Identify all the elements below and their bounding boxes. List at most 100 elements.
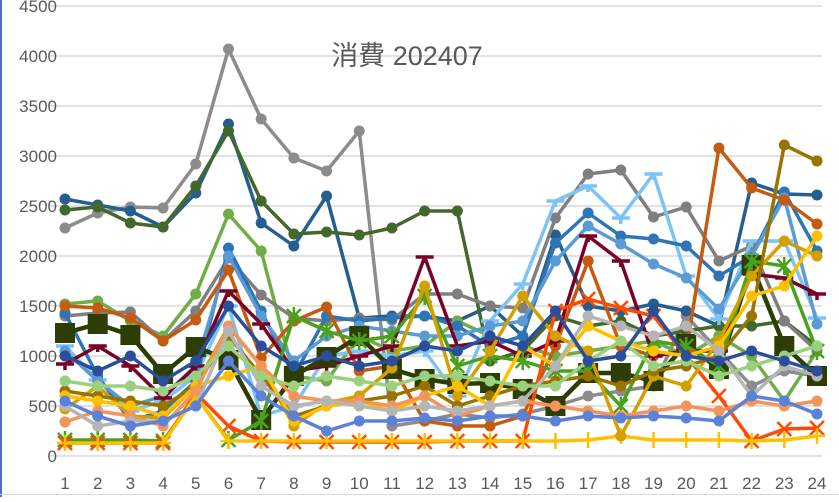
x-tick-label: 23 — [775, 474, 794, 493]
data-point-marker — [59, 416, 71, 428]
data-point-marker — [353, 360, 365, 372]
data-point-marker — [386, 312, 398, 324]
data-point-marker — [255, 289, 267, 301]
x-tick-label: 6 — [224, 474, 233, 493]
data-point-marker — [778, 235, 790, 247]
data-point-marker — [582, 410, 594, 422]
y-axis: 0 500 1000 1500 2000 2500 3000 3500 4000 4500 — [19, 0, 57, 466]
data-point-marker — [59, 204, 71, 216]
data-point-marker — [746, 320, 758, 332]
data-point-marker — [222, 325, 234, 337]
x-tick-label: 24 — [808, 474, 827, 493]
data-point-marker — [386, 390, 398, 402]
data-point-marker — [549, 255, 561, 267]
data-point-marker — [648, 345, 660, 357]
data-point-marker — [283, 366, 304, 386]
x-tick-label: 15 — [513, 474, 532, 493]
data-point-marker — [680, 400, 692, 412]
data-point-marker — [285, 307, 302, 325]
data-point-marker — [517, 315, 529, 327]
data-point-marker — [190, 400, 202, 412]
data-point-marker — [743, 252, 760, 270]
y-tick-label: 4000 — [19, 47, 57, 66]
data-point-marker — [87, 314, 108, 334]
data-point-marker — [582, 168, 594, 180]
y-tick-label: 2000 — [19, 247, 57, 266]
x-axis: 1 2 3 4 5 6 7 8 9 10 11 12 13 14 15 16 17 18 19 20 21 22 23 24 — [60, 474, 826, 493]
data-point-marker — [92, 201, 104, 213]
data-point-marker — [419, 330, 431, 342]
y-tick-label: 2500 — [19, 197, 57, 216]
data-point-marker — [680, 201, 692, 213]
data-point-marker — [288, 360, 300, 372]
data-point-marker — [648, 360, 660, 372]
data-point-marker — [484, 420, 496, 432]
data-point-marker — [419, 390, 431, 402]
data-point-marker — [157, 202, 169, 214]
data-point-marker — [318, 322, 335, 340]
data-point-marker — [482, 433, 499, 449]
x-tick-label: 9 — [322, 474, 331, 493]
data-point-marker — [778, 194, 790, 206]
data-point-marker — [190, 370, 202, 382]
data-point-marker — [648, 330, 660, 342]
data-point-marker — [746, 270, 758, 282]
x-tick-label: 3 — [126, 474, 135, 493]
data-point-marker — [582, 220, 594, 232]
data-point-marker — [222, 355, 234, 367]
data-point-marker — [222, 340, 234, 352]
data-point-marker — [253, 412, 270, 430]
data-point-marker — [386, 222, 398, 234]
data-point-marker — [321, 350, 333, 362]
data-point-marker — [59, 395, 71, 407]
series-navy — [59, 300, 823, 387]
series-dark-blue — [59, 118, 823, 342]
y-tick-label: 0 — [48, 447, 57, 466]
y-tick-label: 1000 — [19, 347, 57, 366]
data-point-marker — [222, 370, 234, 382]
data-point-marker — [386, 355, 398, 367]
data-point-marker — [451, 205, 463, 217]
data-point-marker — [451, 370, 463, 382]
data-point-marker — [811, 155, 823, 167]
data-point-marker — [220, 418, 237, 434]
x-tick-label: 16 — [546, 474, 565, 493]
data-point-marker — [157, 335, 169, 347]
data-point-marker — [386, 405, 398, 417]
data-point-marker — [579, 234, 598, 242]
data-point-marker — [353, 400, 365, 412]
data-point-marker — [190, 288, 202, 300]
data-point-marker — [648, 305, 660, 317]
data-point-marker — [710, 432, 727, 448]
data-point-marker — [121, 364, 140, 372]
data-point-marker — [253, 433, 270, 449]
data-point-marker — [811, 340, 823, 352]
data-point-marker — [484, 375, 496, 387]
data-point-marker — [124, 420, 136, 432]
data-point-marker — [288, 240, 300, 252]
data-point-marker — [219, 289, 238, 297]
data-point-marker — [811, 365, 823, 377]
data-point-marker — [713, 270, 725, 282]
data-point-marker — [743, 433, 760, 449]
data-point-marker — [549, 212, 561, 224]
data-point-marker — [517, 302, 529, 314]
data-point-marker — [155, 435, 172, 451]
data-point-marker — [222, 250, 234, 262]
data-point-marker — [811, 218, 823, 230]
data-point-marker — [386, 415, 398, 427]
data-point-marker — [811, 408, 823, 420]
data-point-marker — [549, 415, 561, 427]
data-point-marker — [157, 221, 169, 233]
data-point-marker — [713, 303, 725, 315]
data-point-marker — [778, 355, 790, 367]
data-point-marker — [416, 433, 433, 449]
x-tick-label: 1 — [60, 474, 69, 493]
data-point-marker — [680, 272, 692, 284]
data-point-marker — [157, 415, 169, 427]
data-point-marker — [776, 257, 793, 275]
data-point-marker — [484, 320, 496, 332]
data-point-marker — [615, 238, 627, 250]
data-point-marker — [808, 292, 826, 300]
data-point-marker — [419, 370, 431, 382]
